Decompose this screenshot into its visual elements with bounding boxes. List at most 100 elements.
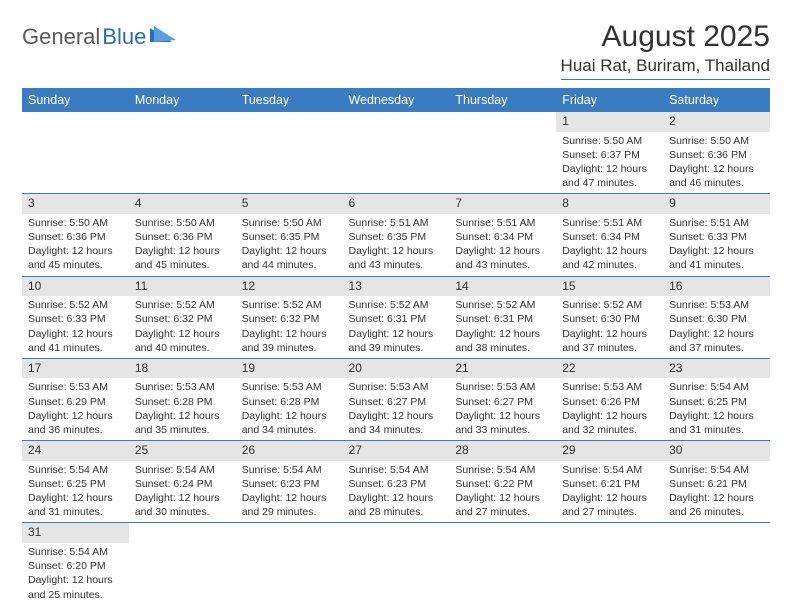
day-number: 1 [556, 112, 663, 132]
calendar-cell: 17Sunrise: 5:53 AMSunset: 6:29 PMDayligh… [22, 358, 129, 440]
calendar-cell [449, 523, 556, 605]
day-details: Sunrise: 5:50 AMSunset: 6:36 PMDaylight:… [129, 214, 236, 276]
day-number: 2 [663, 112, 770, 132]
calendar-page: General Blue August 2025 Huai Rat, Burir… [0, 0, 792, 605]
flag-icon [150, 26, 176, 49]
day-details: Sunrise: 5:52 AMSunset: 6:31 PMDaylight:… [343, 296, 450, 358]
calendar-body: 1Sunrise: 5:50 AMSunset: 6:37 PMDaylight… [22, 112, 770, 605]
logo-text-blue: Blue [102, 24, 146, 50]
location: Huai Rat, Buriram, Thailand [561, 56, 770, 80]
day-details: Sunrise: 5:54 AMSunset: 6:21 PMDaylight:… [556, 461, 663, 523]
day-details: Sunrise: 5:52 AMSunset: 6:30 PMDaylight:… [556, 296, 663, 358]
calendar-cell: 23Sunrise: 5:54 AMSunset: 6:25 PMDayligh… [663, 358, 770, 440]
day-details: Sunrise: 5:53 AMSunset: 6:26 PMDaylight:… [556, 378, 663, 440]
weekday-header: Thursday [449, 88, 556, 112]
day-number: 20 [343, 359, 450, 379]
day-details: Sunrise: 5:54 AMSunset: 6:22 PMDaylight:… [449, 461, 556, 523]
day-number: 29 [556, 441, 663, 461]
calendar-cell: 8Sunrise: 5:51 AMSunset: 6:34 PMDaylight… [556, 194, 663, 276]
day-details: Sunrise: 5:53 AMSunset: 6:27 PMDaylight:… [449, 378, 556, 440]
day-details: Sunrise: 5:53 AMSunset: 6:28 PMDaylight:… [236, 378, 343, 440]
day-number: 23 [663, 359, 770, 379]
weekday-header: Wednesday [343, 88, 450, 112]
weekday-header: Tuesday [236, 88, 343, 112]
calendar-cell: 2Sunrise: 5:50 AMSunset: 6:36 PMDaylight… [663, 112, 770, 194]
day-details: Sunrise: 5:50 AMSunset: 6:35 PMDaylight:… [236, 214, 343, 276]
day-number: 24 [22, 441, 129, 461]
calendar-cell: 28Sunrise: 5:54 AMSunset: 6:22 PMDayligh… [449, 441, 556, 523]
calendar-cell: 6Sunrise: 5:51 AMSunset: 6:35 PMDaylight… [343, 194, 450, 276]
header: General Blue August 2025 Huai Rat, Burir… [22, 20, 770, 80]
calendar-cell: 14Sunrise: 5:52 AMSunset: 6:31 PMDayligh… [449, 276, 556, 358]
day-number: 27 [343, 441, 450, 461]
calendar-cell: 10Sunrise: 5:52 AMSunset: 6:33 PMDayligh… [22, 276, 129, 358]
calendar-cell [663, 523, 770, 605]
day-number: 21 [449, 359, 556, 379]
weekday-header: Monday [129, 88, 236, 112]
logo-text-general: General [22, 24, 100, 50]
day-number: 11 [129, 277, 236, 297]
day-number: 15 [556, 277, 663, 297]
calendar-cell: 11Sunrise: 5:52 AMSunset: 6:32 PMDayligh… [129, 276, 236, 358]
day-number: 31 [22, 523, 129, 543]
day-details: Sunrise: 5:52 AMSunset: 6:33 PMDaylight:… [22, 296, 129, 358]
calendar-cell: 31Sunrise: 5:54 AMSunset: 6:20 PMDayligh… [22, 523, 129, 605]
day-number: 22 [556, 359, 663, 379]
day-number: 17 [22, 359, 129, 379]
weekday-header: Sunday [22, 88, 129, 112]
calendar-cell [129, 112, 236, 194]
day-number: 28 [449, 441, 556, 461]
day-details: Sunrise: 5:51 AMSunset: 6:33 PMDaylight:… [663, 214, 770, 276]
day-details: Sunrise: 5:52 AMSunset: 6:31 PMDaylight:… [449, 296, 556, 358]
day-details: Sunrise: 5:53 AMSunset: 6:27 PMDaylight:… [343, 378, 450, 440]
calendar-cell: 29Sunrise: 5:54 AMSunset: 6:21 PMDayligh… [556, 441, 663, 523]
day-details: Sunrise: 5:51 AMSunset: 6:34 PMDaylight:… [556, 214, 663, 276]
calendar-cell: 26Sunrise: 5:54 AMSunset: 6:23 PMDayligh… [236, 441, 343, 523]
day-details: Sunrise: 5:54 AMSunset: 6:23 PMDaylight:… [236, 461, 343, 523]
day-details: Sunrise: 5:52 AMSunset: 6:32 PMDaylight:… [129, 296, 236, 358]
day-number: 30 [663, 441, 770, 461]
calendar-cell: 24Sunrise: 5:54 AMSunset: 6:25 PMDayligh… [22, 441, 129, 523]
calendar-cell [22, 112, 129, 194]
day-number: 25 [129, 441, 236, 461]
day-details: Sunrise: 5:53 AMSunset: 6:28 PMDaylight:… [129, 378, 236, 440]
day-details: Sunrise: 5:53 AMSunset: 6:29 PMDaylight:… [22, 378, 129, 440]
day-number: 5 [236, 194, 343, 214]
day-details: Sunrise: 5:54 AMSunset: 6:20 PMDaylight:… [22, 543, 129, 605]
day-details: Sunrise: 5:54 AMSunset: 6:25 PMDaylight:… [663, 378, 770, 440]
calendar-cell: 1Sunrise: 5:50 AMSunset: 6:37 PMDaylight… [556, 112, 663, 194]
day-details: Sunrise: 5:51 AMSunset: 6:34 PMDaylight:… [449, 214, 556, 276]
calendar-cell [556, 523, 663, 605]
calendar-cell: 15Sunrise: 5:52 AMSunset: 6:30 PMDayligh… [556, 276, 663, 358]
calendar-cell: 3Sunrise: 5:50 AMSunset: 6:36 PMDaylight… [22, 194, 129, 276]
calendar-table: SundayMondayTuesdayWednesdayThursdayFrid… [22, 88, 770, 605]
month-title: August 2025 [561, 20, 770, 54]
day-details: Sunrise: 5:52 AMSunset: 6:32 PMDaylight:… [236, 296, 343, 358]
calendar-cell [343, 523, 450, 605]
day-number: 4 [129, 194, 236, 214]
calendar-head: SundayMondayTuesdayWednesdayThursdayFrid… [22, 88, 770, 112]
calendar-cell: 20Sunrise: 5:53 AMSunset: 6:27 PMDayligh… [343, 358, 450, 440]
calendar-cell: 25Sunrise: 5:54 AMSunset: 6:24 PMDayligh… [129, 441, 236, 523]
day-number: 6 [343, 194, 450, 214]
day-details: Sunrise: 5:54 AMSunset: 6:23 PMDaylight:… [343, 461, 450, 523]
calendar-cell: 21Sunrise: 5:53 AMSunset: 6:27 PMDayligh… [449, 358, 556, 440]
calendar-cell [236, 523, 343, 605]
calendar-cell [236, 112, 343, 194]
day-details: Sunrise: 5:54 AMSunset: 6:24 PMDaylight:… [129, 461, 236, 523]
calendar-cell [343, 112, 450, 194]
title-block: August 2025 Huai Rat, Buriram, Thailand [561, 20, 770, 80]
day-number: 3 [22, 194, 129, 214]
calendar-cell: 22Sunrise: 5:53 AMSunset: 6:26 PMDayligh… [556, 358, 663, 440]
day-details: Sunrise: 5:53 AMSunset: 6:30 PMDaylight:… [663, 296, 770, 358]
weekday-header: Friday [556, 88, 663, 112]
day-number: 13 [343, 277, 450, 297]
calendar-cell: 16Sunrise: 5:53 AMSunset: 6:30 PMDayligh… [663, 276, 770, 358]
day-number: 19 [236, 359, 343, 379]
calendar-cell [129, 523, 236, 605]
calendar-cell [449, 112, 556, 194]
calendar-cell: 19Sunrise: 5:53 AMSunset: 6:28 PMDayligh… [236, 358, 343, 440]
calendar-cell: 27Sunrise: 5:54 AMSunset: 6:23 PMDayligh… [343, 441, 450, 523]
day-details: Sunrise: 5:50 AMSunset: 6:36 PMDaylight:… [663, 132, 770, 194]
calendar-cell: 5Sunrise: 5:50 AMSunset: 6:35 PMDaylight… [236, 194, 343, 276]
